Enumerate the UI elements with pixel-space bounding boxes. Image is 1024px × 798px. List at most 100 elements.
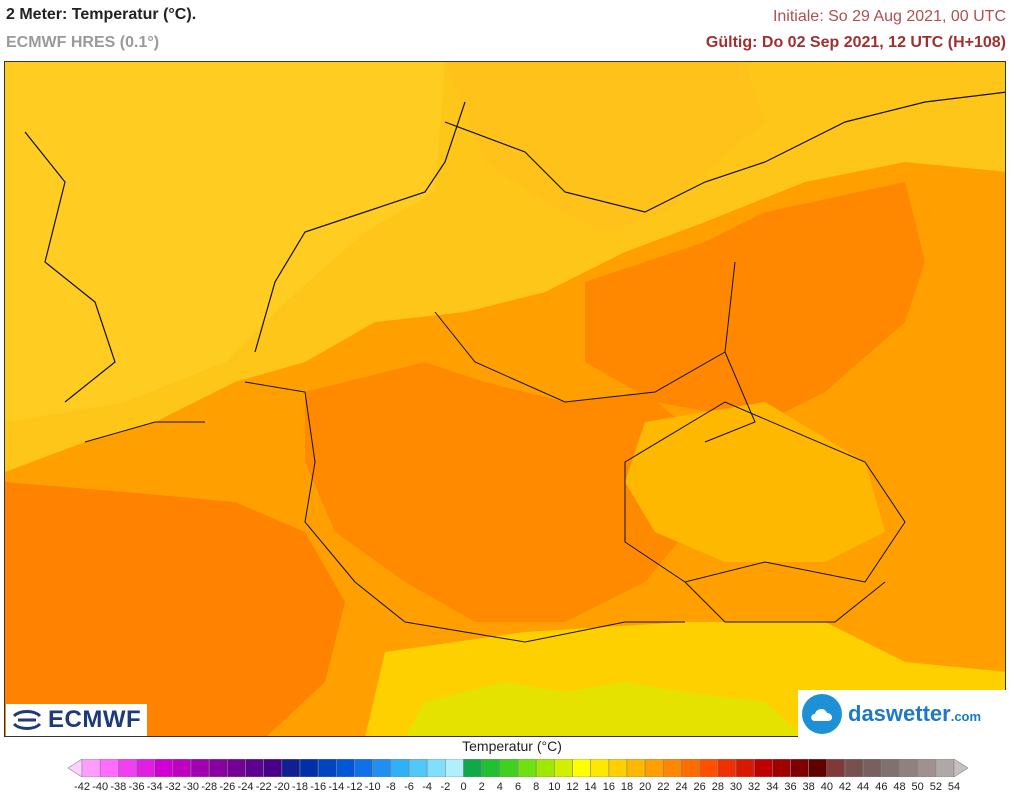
- colorbar-tick-label: -12: [346, 781, 363, 793]
- colorbar-tick-label: 42: [838, 781, 852, 793]
- colorbar-tick-label: -26: [219, 781, 236, 793]
- colorbar-swatch: [590, 759, 610, 777]
- colorbar-swatch: [753, 759, 773, 777]
- model-subtitle: ECMWF HRES (0.1°): [6, 34, 160, 51]
- colorbar-swatch: [190, 759, 210, 777]
- colorbar-tick-label: 32: [748, 781, 761, 793]
- colorbar-swatch: [445, 759, 464, 777]
- temperature-colorbar: [68, 759, 968, 777]
- north-sea-area: [5, 62, 445, 422]
- colorbar-swatch: [372, 759, 392, 777]
- colorbar-tick-label: 40: [820, 781, 833, 793]
- daswetter-brand: daswetter.com: [848, 701, 981, 727]
- colorbar-swatch: [681, 759, 700, 777]
- colorbar-tick-label: 52: [929, 781, 942, 793]
- colorbar-swatch: [317, 759, 337, 777]
- colorbar-swatch: [426, 759, 446, 777]
- bohemia-hills: [625, 402, 885, 562]
- colorbar-swatch: [499, 759, 519, 777]
- colorbar-swatch: [227, 759, 246, 777]
- colorbar-swatch: [281, 759, 301, 777]
- colorbar-tick-label: -20: [273, 781, 290, 793]
- colorbar-swatch: [917, 759, 937, 777]
- daswetter-logo[interactable]: daswetter.com: [798, 690, 1006, 737]
- colorbar-tick-label: 18: [620, 781, 634, 793]
- valid-time: Gültig: Do 02 Sep 2021, 12 UTC (H+108): [705, 34, 1006, 51]
- daswetter-tld: .com: [950, 708, 982, 724]
- colorbar-tick-label: 6: [514, 781, 522, 793]
- colorbar-swatch: [572, 759, 591, 777]
- colorbar-swatch: [826, 759, 846, 777]
- colorbar-tick-label: 50: [911, 781, 924, 793]
- colorbar-swatch: [644, 759, 664, 777]
- colorbar-tick-label: -2: [440, 781, 451, 793]
- colorbar-tick-label: 20: [639, 781, 652, 793]
- colorbar-swatch: [245, 759, 264, 777]
- colorbar-swatch: [899, 759, 918, 777]
- initial-time: Initiale: So 29 Aug 2021, 00 UTC: [772, 8, 1006, 25]
- colorbar-swatch: [844, 759, 864, 777]
- colorbar-tick-label: 34: [766, 781, 779, 793]
- legend-title: Temperatur (°C): [462, 738, 562, 754]
- ecmwf-logo: ECMWF: [6, 704, 148, 736]
- colorbar-tick-label: -14: [328, 781, 345, 793]
- daswetter-brand-text: daswetter: [848, 700, 951, 726]
- colorbar-tick-label: 16: [602, 781, 615, 793]
- colorbar-swatch: [154, 759, 174, 777]
- colorbar-tick-label: 44: [857, 781, 870, 793]
- germany-hot: [305, 362, 705, 622]
- colorbar-tick-label: 14: [584, 781, 597, 793]
- colorbar-swatch: [336, 759, 355, 777]
- colorbar-swatch: [390, 759, 410, 777]
- colorbar-swatch: [608, 759, 628, 777]
- colorbar-arrow-low: [68, 759, 83, 777]
- alps-high: [406, 682, 803, 736]
- border-lines: [84, 261, 906, 643]
- colorbar-tick-label: -30: [183, 781, 199, 793]
- colorbar-swatch: [408, 759, 428, 777]
- colorbar-ticks: -42 -40 -38 -36 -34 -32 -30 -28 -26 -24 -22 -20 -18-…: [0, 781, 1024, 797]
- colorbar-tick-label: -36: [128, 781, 145, 793]
- colorbar-swatch: [172, 759, 192, 777]
- colorbar-swatch: [118, 759, 137, 777]
- colorbar-tick-label: -22: [255, 781, 272, 793]
- colorbar-tick-label: -6: [404, 781, 414, 793]
- colorbar-tick-label: -16: [310, 781, 327, 793]
- colorbar-swatch: [554, 759, 573, 777]
- hungary-hot: [865, 482, 1005, 682]
- colorbar-tick-label: -10: [364, 781, 381, 793]
- colorbar-tick-label: -38: [110, 781, 127, 793]
- colorbar-swatch: [517, 759, 537, 777]
- colorbar-tick-label: 22: [657, 781, 670, 793]
- colorbar-swatch: [81, 759, 101, 777]
- colorbar-tick-label: 26: [693, 781, 706, 793]
- colorbar-tick-label: -28: [201, 781, 218, 793]
- colorbar-tick-label: 24: [675, 781, 688, 793]
- colorbar-tick-label: 36: [784, 781, 797, 793]
- map-canvas: [5, 62, 1005, 736]
- colorbar-tick-label: 10: [548, 781, 561, 793]
- colorbar-tick-label: -24: [237, 781, 254, 793]
- baltic-area: [445, 62, 765, 232]
- colorbar-swatch: [717, 759, 737, 777]
- colorbar-swatch: [735, 759, 755, 777]
- map-click-region: [5, 62, 1005, 736]
- temperature-map[interactable]: [4, 61, 1006, 737]
- colorbar-swatch: [881, 759, 900, 777]
- cloud-icon: [802, 693, 842, 734]
- colorbar-tick-label: 28: [711, 781, 724, 793]
- colorbar-swatch: [263, 759, 283, 777]
- colorbar-swatch: [354, 759, 373, 777]
- colorbar-swatch: [463, 759, 482, 777]
- colorbar-tick-label: 54: [947, 781, 961, 793]
- colorbar-tick-label: 38: [802, 781, 815, 793]
- colorbar-swatch: [299, 759, 319, 777]
- colorbar-swatch: [208, 759, 228, 777]
- colorbar-swatch: [535, 759, 555, 777]
- ecmwf-mark-icon: [12, 710, 42, 730]
- colorbar-tick-label: 0: [460, 781, 467, 793]
- map-title: 2 Meter: Temperatur (°C).: [6, 6, 197, 23]
- colorbar-swatch: [699, 759, 719, 777]
- colorbar-tick-label: 48: [893, 781, 906, 793]
- colorbar-swatch: [862, 759, 882, 777]
